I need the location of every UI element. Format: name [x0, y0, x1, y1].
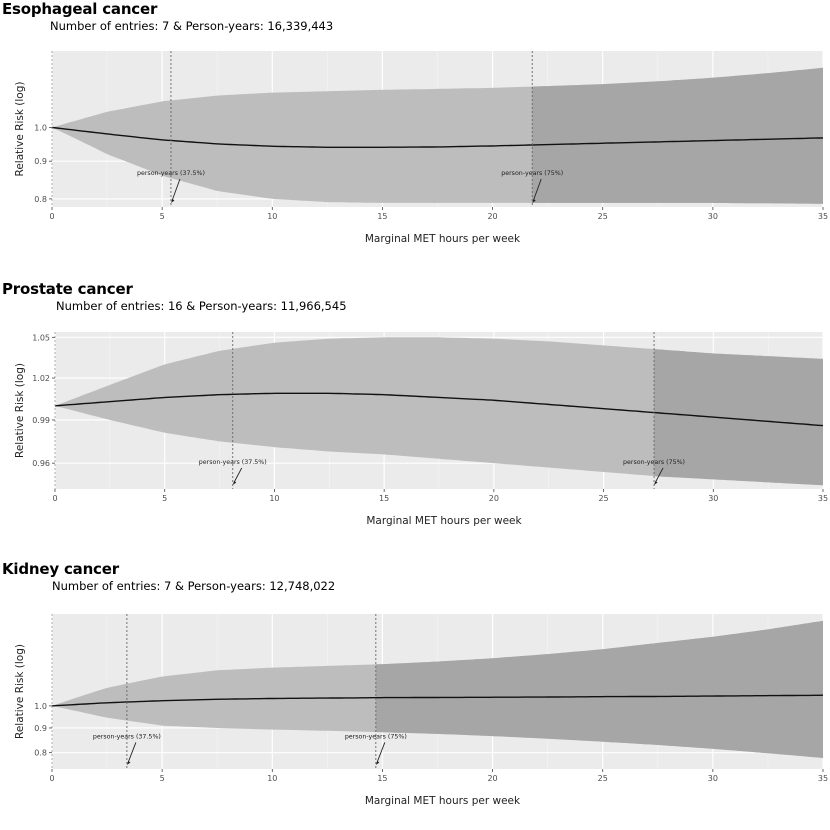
- panel-esophageal: Esophageal cancer Number of entries: 7 &…: [0, 0, 830, 270]
- annotation-arrowhead: [232, 481, 237, 485]
- x-axis-title: Marginal MET hours per week: [365, 795, 521, 807]
- x-tick-label: 0: [49, 212, 54, 221]
- chart-kidney: person-years (37.5%) person-years (75%) 0 5…: [14, 614, 828, 807]
- x-tick-label: 15: [379, 494, 389, 503]
- x-tick-label: 25: [598, 212, 608, 221]
- y-tick-label: 1.05: [32, 333, 50, 342]
- chart-esophageal: person-years (37.5%) person-years (75%) 0 5…: [14, 51, 828, 245]
- annotation-arrow: [127, 742, 137, 764]
- x-tick-label: 30: [708, 494, 718, 503]
- relative-risk-line: [54, 392, 824, 427]
- x-tick-label: 30: [708, 212, 718, 221]
- x-tick-label: 20: [487, 212, 497, 221]
- y-tick-label: 0.99: [32, 416, 50, 425]
- person-years-label: person-years (37.5%): [137, 170, 205, 177]
- y-axis-title: Relative Risk (log): [14, 82, 26, 177]
- x-tick-label: 35: [818, 212, 828, 221]
- confidence-band: [55, 337, 823, 486]
- person-years-label: person-years (75%): [623, 459, 685, 466]
- person-years-label: person-years (75%): [501, 170, 563, 177]
- y-tick-label: 0.8: [34, 749, 47, 758]
- annotation-arrow: [233, 467, 243, 484]
- annotation-arrowhead: [170, 199, 175, 203]
- y-axis-title: Relative Risk (log): [14, 363, 26, 458]
- annotation-arrow: [171, 178, 181, 202]
- relative-risk-line: [51, 694, 824, 707]
- x-tick-label: 5: [162, 494, 167, 503]
- x-tick-label: 30: [708, 774, 718, 783]
- panel-prostate: Prostate cancer Number of entries: 16 & …: [0, 280, 830, 550]
- chart-title: Kidney cancer: [2, 560, 119, 578]
- chart-subtitle: Number of entries: 7 & Person-years: 16,…: [50, 19, 334, 33]
- chart-title: Prostate cancer: [2, 280, 133, 298]
- x-tick-label: 25: [598, 774, 608, 783]
- annotation-arrowhead: [532, 199, 536, 203]
- annotation-arrow: [654, 467, 664, 484]
- x-tick-label: 10: [269, 494, 279, 503]
- y-tick-label: 0.8: [34, 195, 47, 204]
- y-tick-label: 0.9: [34, 157, 47, 166]
- annotation-arrowhead: [375, 761, 380, 765]
- y-tick-label: 0.96: [32, 459, 50, 468]
- annotation-arrow: [532, 178, 542, 202]
- person-years-label: person-years (37.5%): [199, 459, 267, 466]
- x-tick-label: 5: [160, 774, 165, 783]
- annotation-arrowhead: [126, 761, 131, 765]
- x-tick-label: 10: [267, 212, 277, 221]
- x-tick-label: 0: [52, 494, 57, 503]
- annotation-arrowhead: [654, 481, 658, 485]
- x-axis-title: Marginal MET hours per week: [366, 515, 522, 527]
- chart-subtitle: Number of entries: 16 & Person-years: 11…: [56, 299, 347, 313]
- x-tick-label: 0: [49, 774, 54, 783]
- x-tick-label: 20: [489, 494, 499, 503]
- x-tick-label: 15: [377, 212, 387, 221]
- panel-kidney: Kidney cancer Number of entries: 7 & Per…: [0, 560, 830, 830]
- y-tick-label: 1.02: [32, 374, 50, 383]
- person-years-label: person-years (75%): [345, 733, 407, 740]
- x-tick-label: 35: [818, 494, 828, 503]
- x-tick-label: 10: [267, 774, 277, 783]
- confidence-band-beyond-75: [375, 620, 823, 758]
- y-axis-title: Relative Risk (log): [14, 644, 26, 739]
- y-tick-label: 1.0: [34, 123, 47, 132]
- person-years-label: person-years (37.5%): [93, 733, 161, 740]
- x-tick-label: 35: [818, 774, 828, 783]
- x-tick-label: 20: [487, 774, 497, 783]
- x-tick-label: 5: [160, 212, 165, 221]
- chart-subtitle: Number of entries: 7 & Person-years: 12,…: [52, 579, 336, 593]
- chart-title: Esophageal cancer: [2, 0, 158, 18]
- x-axis-title: Marginal MET hours per week: [365, 233, 521, 245]
- confidence-band-beyond-75: [532, 67, 823, 204]
- annotation-arrow: [376, 742, 386, 764]
- y-tick-label: 0.9: [34, 724, 47, 733]
- y-tick-label: 1.0: [34, 702, 47, 711]
- relative-risk-line: [51, 126, 824, 149]
- confidence-band-beyond-75: [654, 349, 823, 486]
- chart-prostate: person-years (37.5%) person-years (75%) 0 5…: [14, 332, 828, 527]
- x-tick-label: 15: [377, 774, 387, 783]
- x-tick-label: 25: [598, 494, 608, 503]
